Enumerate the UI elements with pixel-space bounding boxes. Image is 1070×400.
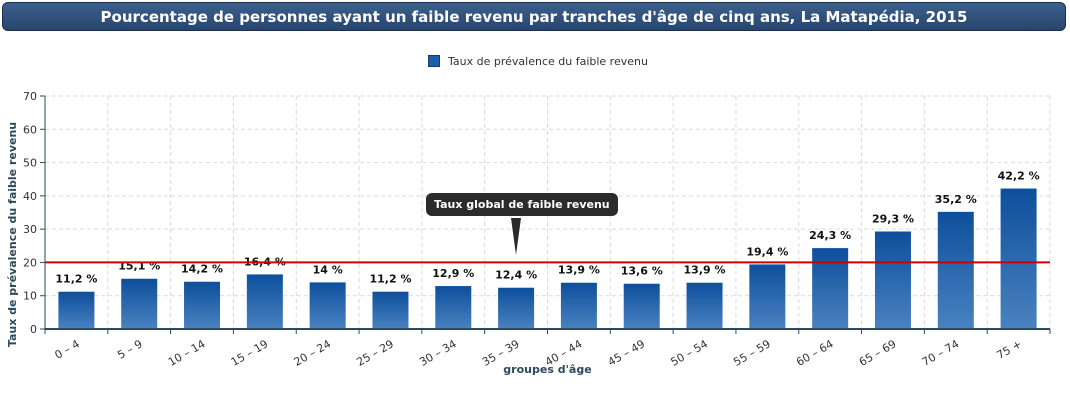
bar-value-label: 11,2 % <box>55 273 97 286</box>
bar <box>58 291 95 329</box>
x-tick-label: 70 – 74 <box>920 337 962 369</box>
bar-value-label: 13,9 % <box>684 264 726 277</box>
x-tick-label: 5 – 9 <box>115 337 144 362</box>
y-axis-title: Taux de prévalence du faible revenu <box>6 122 19 347</box>
bar <box>560 282 597 329</box>
bar-value-label: 12,4 % <box>495 269 537 282</box>
x-tick-label: 15 – 19 <box>229 337 271 369</box>
bar-value-label: 14,2 % <box>181 263 223 276</box>
x-tick-label: 60 – 64 <box>794 337 836 369</box>
bar-value-label: 12,9 % <box>432 267 474 280</box>
y-tick-label: 60 <box>23 123 37 136</box>
x-axis-title: groupes d'âge <box>503 363 591 376</box>
bar-value-label: 13,9 % <box>558 264 600 277</box>
bar-value-label: 11,2 % <box>369 273 411 286</box>
y-tick-label: 20 <box>23 256 37 269</box>
bar-value-label: 29,3 % <box>872 212 914 225</box>
reference-line-tooltip: Taux global de faible revenu <box>426 193 618 216</box>
tooltip-pointer <box>511 218 521 255</box>
x-tick-label: 30 – 34 <box>417 337 459 369</box>
bar <box>812 248 849 329</box>
y-tick-label: 30 <box>23 223 37 236</box>
bar <box>749 264 786 329</box>
x-tick-label: 75 + <box>994 337 1024 362</box>
bar-value-label: 13,6 % <box>621 265 663 278</box>
x-tick-label: 10 – 14 <box>166 337 208 369</box>
x-tick-label: 50 – 54 <box>668 337 710 369</box>
x-tick-label: 25 – 29 <box>354 337 396 369</box>
bar-value-label: 24,3 % <box>809 229 851 242</box>
bar <box>184 281 221 329</box>
y-tick-label: 50 <box>23 157 37 170</box>
bar <box>309 282 346 329</box>
bar-value-label: 35,2 % <box>935 193 977 206</box>
bar <box>498 287 535 329</box>
legend[interactable]: Taux de prévalence du faible revenu <box>428 53 648 69</box>
bar <box>686 282 723 329</box>
chart-title: Pourcentage de personnes ayant un faible… <box>2 2 1066 31</box>
x-tick-label: 45 – 49 <box>606 337 648 369</box>
x-tick-label: 20 – 24 <box>292 337 334 369</box>
y-tick-label: 70 <box>23 90 37 103</box>
bar <box>435 286 472 329</box>
bar-value-label: 19,4 % <box>746 245 788 258</box>
reference-line-tooltip-text: Taux global de faible revenu <box>434 198 610 211</box>
chart-title-text: Pourcentage de personnes ayant un faible… <box>100 7 968 26</box>
legend-swatch <box>428 55 440 67</box>
x-tick-label: 55 – 59 <box>731 337 773 369</box>
bar <box>372 291 409 329</box>
bar <box>937 211 974 329</box>
bar <box>246 274 283 329</box>
y-tick-label: 40 <box>23 190 37 203</box>
bar <box>1000 188 1037 329</box>
y-tick-label: 0 <box>30 323 37 336</box>
legend-label: Taux de prévalence du faible revenu <box>448 54 648 68</box>
bar-value-label: 14 % <box>313 263 343 276</box>
x-tick-label: 0 – 4 <box>52 337 81 362</box>
bar <box>121 278 158 329</box>
x-tick-label: 65 – 69 <box>857 337 899 369</box>
bar <box>623 283 660 329</box>
bar-value-label: 42,2 % <box>998 170 1040 183</box>
y-tick-label: 10 <box>23 290 37 303</box>
bar <box>874 231 911 329</box>
